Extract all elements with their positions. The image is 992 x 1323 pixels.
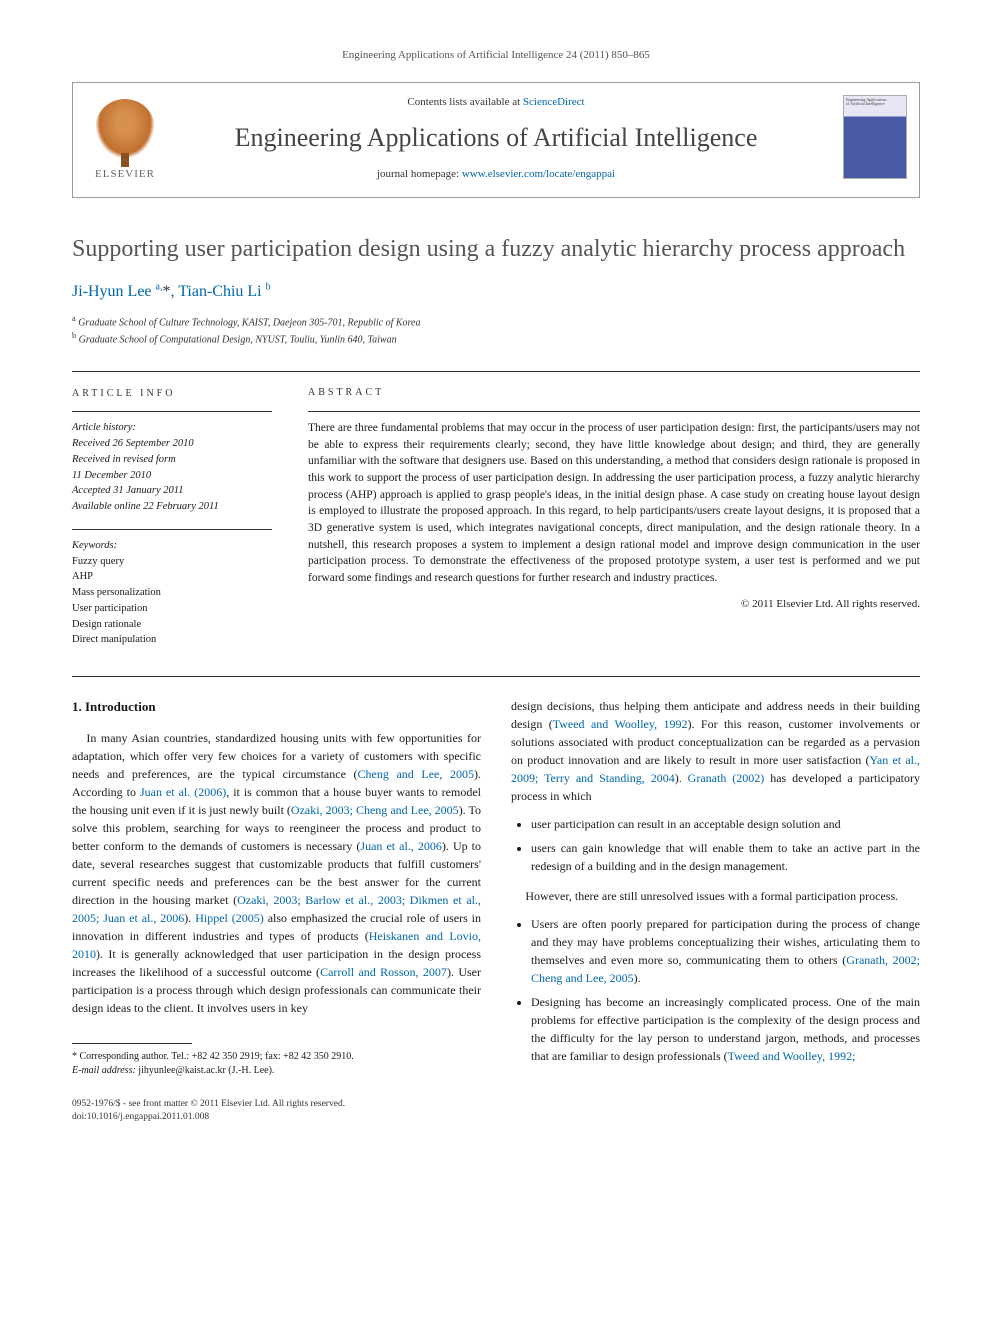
article-title: Supporting user participation design usi… (72, 234, 920, 264)
history-received: Received 26 September 2010 (72, 436, 272, 452)
sciencedirect-link[interactable]: ScienceDirect (523, 96, 585, 108)
abstract-column: ABSTRACT There are three fundamental pro… (308, 386, 920, 648)
email-label: E-mail address: (72, 1065, 136, 1076)
history-label: Article history: (72, 420, 272, 436)
affiliations: a Graduate School of Culture Technology,… (72, 313, 920, 348)
publisher-name: ELSEVIER (95, 167, 155, 183)
abstract-text: There are three fundamental problems tha… (308, 411, 920, 587)
citation[interactable]: Granath (2002) (688, 771, 765, 785)
footnote-rule (72, 1043, 192, 1044)
article-info-column: ARTICLE INFO Article history: Received 2… (72, 386, 272, 648)
contents-prefix: Contents lists available at (407, 96, 522, 108)
journal-header: ELSEVIER Engineering Applications of Art… (72, 82, 920, 198)
contents-available: Contents lists available at ScienceDirec… (89, 95, 903, 111)
participatory-bullets: user participation can result in an acce… (511, 815, 920, 875)
intro-paragraph-1: In many Asian countries, standardized ho… (72, 729, 481, 1017)
keywords-block: Keywords: Fuzzy query AHP Mass personali… (72, 529, 272, 648)
however-paragraph: However, there are still unresolved issu… (511, 887, 920, 905)
homepage-label: journal homepage: (377, 168, 462, 180)
citation[interactable]: Ozaki, 2003; Cheng and Lee, 2005 (291, 803, 459, 817)
keyword: AHP (72, 569, 272, 585)
keyword: Fuzzy query (72, 554, 272, 570)
history-accepted: Accepted 31 January 2011 (72, 483, 272, 499)
keyword: User participation (72, 601, 272, 617)
corresponding-author-footnote: * Corresponding author. Tel.: +82 42 350… (72, 1050, 481, 1078)
citation[interactable]: Juan et al. (2006) (140, 785, 226, 799)
history-revised-line1: Received in revised form (72, 452, 272, 468)
citation[interactable]: Juan et al., 2006 (360, 839, 441, 853)
issues-bullets: Users are often poorly prepared for part… (511, 915, 920, 1065)
citation[interactable]: Hippel (2005) (195, 911, 264, 925)
keywords-label: Keywords: (72, 538, 272, 554)
citation[interactable]: Tweed and Woolley, 1992 (553, 717, 688, 731)
article-history: Article history: Received 26 September 2… (72, 411, 272, 515)
info-abstract-row: ARTICLE INFO Article history: Received 2… (72, 371, 920, 648)
footnote-text: Corresponding author. Tel.: +82 42 350 2… (80, 1051, 354, 1062)
authors: Ji-Hyun Lee a,*, Tian-Chiu Li b (72, 280, 920, 303)
keyword: Mass personalization (72, 585, 272, 601)
cover-title-line-2: of Artificial Intelligence (846, 102, 904, 106)
intro-paragraph-1-cont: design decisions, thus helping them anti… (511, 697, 920, 805)
keyword: Design rationale (72, 617, 272, 633)
left-column: 1. Introduction In many Asian countries,… (72, 697, 481, 1124)
history-revised-line2: 11 December 2010 (72, 468, 272, 484)
bullet-1: user participation can result in an acce… (531, 815, 920, 833)
citation[interactable]: Tweed and Woolley, 1992; (728, 1049, 856, 1063)
copyright: © 2011 Elsevier Ltd. All rights reserved… (308, 597, 920, 613)
email-address[interactable]: jihyunlee@kaist.ac.kr (J.-H. Lee). (138, 1065, 274, 1076)
homepage-link[interactable]: www.elsevier.com/locate/engappai (462, 168, 615, 180)
section-1-heading: 1. Introduction (72, 697, 481, 717)
issue-bullet-2: Designing has become an increasingly com… (531, 993, 920, 1065)
issue-bullet-1: Users are often poorly prepared for part… (531, 915, 920, 987)
abstract-label: ABSTRACT (308, 386, 920, 401)
article-info-label: ARTICLE INFO (72, 386, 272, 401)
citation[interactable]: Carroll and Rosson, 2007 (320, 965, 447, 979)
body-two-column: 1. Introduction In many Asian countries,… (72, 676, 920, 1124)
journal-name: Engineering Applications of Artificial I… (89, 119, 903, 157)
journal-homepage: journal homepage: www.elsevier.com/locat… (89, 167, 903, 183)
footnote-star: * (72, 1051, 77, 1062)
journal-reference: Engineering Applications of Artificial I… (72, 48, 920, 64)
right-column: design decisions, thus helping them anti… (511, 697, 920, 1124)
publisher-logo: ELSEVIER (85, 93, 165, 183)
history-online: Available online 22 February 2011 (72, 499, 272, 515)
journal-cover-thumbnail: Engineering Applications of Artificial I… (843, 95, 907, 179)
bullet-2: users can gain knowledge that will enabl… (531, 839, 920, 875)
elsevier-tree-icon (95, 99, 155, 159)
issn-line: 0952-1976/$ - see front matter © 2011 El… (72, 1098, 481, 1111)
citation[interactable]: Cheng and Lee, 2005 (358, 767, 475, 781)
keyword: Direct manipulation (72, 632, 272, 648)
footer-meta: 0952-1976/$ - see front matter © 2011 El… (72, 1098, 481, 1125)
doi-line: doi:10.1016/j.engappai.2011.01.008 (72, 1111, 481, 1124)
